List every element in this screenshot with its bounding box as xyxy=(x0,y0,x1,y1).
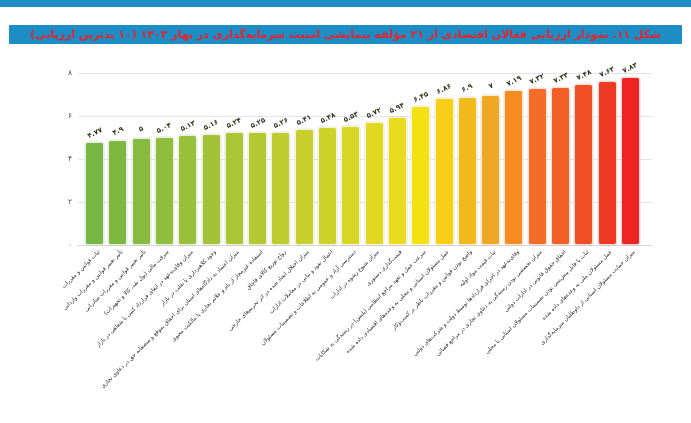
gridline xyxy=(78,245,652,246)
bar xyxy=(224,132,244,245)
bar xyxy=(574,84,594,245)
bar xyxy=(620,76,640,245)
bar xyxy=(271,131,291,245)
y-axis-tick-label: ۶ xyxy=(67,111,72,120)
bar xyxy=(551,87,570,245)
bar xyxy=(131,137,151,245)
bar xyxy=(294,128,314,245)
bar xyxy=(248,132,268,245)
bar xyxy=(597,81,617,245)
y-axis-tick-label: ۲ xyxy=(67,197,72,206)
y-axis-tick-label: ۴ xyxy=(67,154,72,163)
bar xyxy=(341,126,361,245)
bar xyxy=(154,136,174,245)
bar-value-label: ۷.۸۳ xyxy=(621,60,640,75)
bar xyxy=(318,127,337,245)
bar xyxy=(85,142,104,245)
bar xyxy=(481,94,501,245)
bar xyxy=(108,139,128,245)
bar-value-label: ۷.۳۲ xyxy=(528,71,546,86)
bar xyxy=(201,134,221,245)
figure-title: شکل ۱۱. نمودار ارزیابی فعالان اقتصادی از… xyxy=(30,28,661,41)
y-axis-tick-label: ۸ xyxy=(67,68,72,77)
bar xyxy=(504,90,524,245)
bar xyxy=(411,106,431,245)
y-axis-tick-label: ۰ xyxy=(67,240,72,249)
bar xyxy=(178,134,198,245)
gridline xyxy=(78,73,652,74)
bar xyxy=(457,96,477,245)
bar xyxy=(434,97,454,245)
top-blue-strip xyxy=(0,0,691,7)
bar xyxy=(527,87,547,245)
gridline xyxy=(78,116,652,117)
bar xyxy=(364,122,384,245)
figure-title-banner: شکل ۱۱. نمودار ارزیابی فعالان اقتصادی از… xyxy=(9,25,682,44)
bar xyxy=(387,117,407,245)
